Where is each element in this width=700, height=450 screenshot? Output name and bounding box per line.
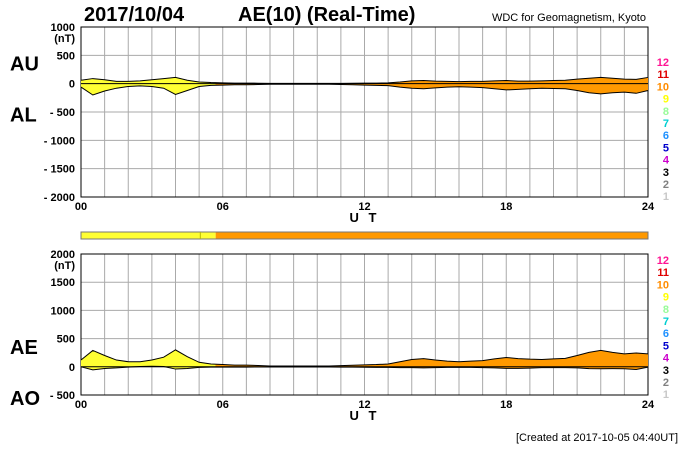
x-tick-label: 18 [500, 201, 512, 213]
legend-level-4: 4 [663, 155, 670, 167]
legend-level-1: 1 [663, 191, 669, 203]
color-bar-frame [80, 231, 649, 240]
legend-level-12: 12 [657, 255, 669, 267]
y-tick-label: 0 [69, 362, 75, 374]
au-al-panel: 1000 500 0 - 500 - 1000 - 1500 - 2000 (nT) 00 06 1… [10, 22, 655, 225]
x-axis-title: U T [350, 408, 380, 423]
upper-index-label: AE [10, 337, 38, 359]
legend-level-6: 6 [663, 328, 669, 340]
legend-level-9: 9 [663, 292, 669, 304]
legend-level-7: 7 [663, 118, 669, 130]
y-tick-label: 1500 [51, 277, 75, 289]
lower-index-label: AL [10, 105, 37, 127]
y-unit-label: (nT) [54, 260, 75, 272]
color-bar-segment [81, 232, 216, 239]
legend-level-11: 11 [657, 267, 669, 279]
activity-color-bar [80, 231, 649, 240]
y-tick-label: 1000 [51, 305, 75, 317]
y-tick-label: - 1000 [44, 135, 75, 147]
index-range-fill [81, 77, 648, 95]
y-tick-label: 500 [57, 50, 75, 62]
legend-level-11: 11 [657, 69, 669, 81]
y-tick-label: 500 [57, 334, 75, 346]
legend-level-5: 5 [663, 142, 669, 154]
legend-level-1: 1 [663, 389, 669, 401]
upper-index-label: AU [10, 54, 39, 76]
legend-level-3: 3 [663, 365, 669, 377]
created-timestamp: [Created at 2017-10-05 04:40UT] [515, 432, 678, 444]
x-tick-label: 06 [217, 399, 229, 411]
legend-level-7: 7 [663, 316, 669, 328]
series-line-au [80, 76, 649, 84]
plot-frame [80, 26, 649, 198]
y-tick-label: - 500 [50, 390, 75, 402]
y-tick-label: 0 [69, 79, 75, 91]
data-source-label: WDC for Geomagnetism, Kyoto [491, 12, 646, 24]
y-tick-label: 1000 [51, 22, 75, 34]
plot-frame [80, 253, 649, 396]
x-tick-label: 00 [75, 399, 87, 411]
legend-level-4: 4 [663, 353, 670, 365]
legend-level-6: 6 [663, 130, 669, 142]
y-tick-label: - 1500 [44, 164, 75, 176]
page-date: 2017/10/04 [84, 4, 185, 26]
x-tick-label: 12 [358, 399, 370, 411]
series-line-al [80, 83, 649, 96]
legend-level-5: 5 [663, 340, 669, 352]
color-bar-segment [215, 232, 648, 239]
legend-level-10: 10 [657, 279, 669, 291]
x-tick-label: 00 [75, 201, 87, 213]
series-line-ae [80, 349, 649, 367]
y-unit-label: (nT) [54, 33, 75, 45]
x-tick-label: 12 [358, 201, 370, 213]
ae-ao-panel: 2000 1500 1000 500 0 - 500 (nT) 00 06 12 18 24 U T AE… [10, 249, 655, 423]
y-tick-label: - 2000 [44, 192, 75, 204]
legend-level-9: 9 [663, 94, 669, 106]
x-tick-label: 24 [642, 201, 655, 213]
x-tick-label: 06 [217, 201, 229, 213]
y-tick-label: - 500 [50, 107, 75, 119]
x-tick-label: 18 [500, 399, 512, 411]
legend-level-8: 8 [663, 106, 669, 118]
legend-level-8: 8 [663, 304, 669, 316]
y-tick-label: 2000 [51, 249, 75, 261]
legend-level-12: 12 [657, 57, 669, 69]
x-tick-label: 24 [642, 399, 655, 411]
page-title: AE(10) (Real-Time) [238, 4, 416, 26]
x-axis-title: U T [350, 210, 380, 225]
legend-level-2: 2 [663, 179, 669, 191]
lower-index-label: AO [10, 388, 40, 410]
legend-level-2: 2 [663, 377, 669, 389]
legend-level-10: 10 [657, 81, 669, 93]
legend-level-3: 3 [663, 167, 669, 179]
